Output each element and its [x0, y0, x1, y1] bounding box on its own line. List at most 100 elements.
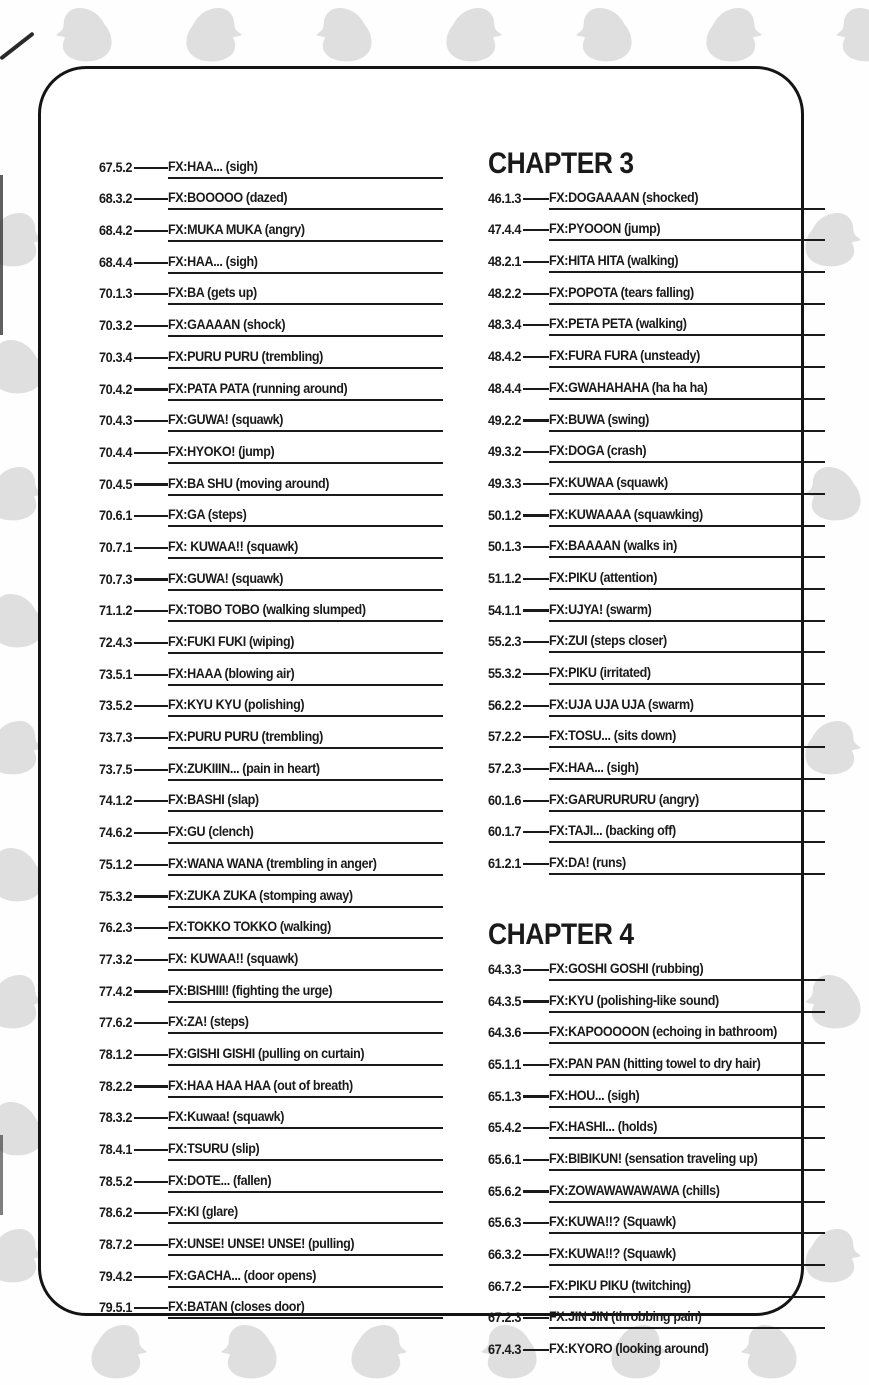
- leader-line: [134, 1053, 168, 1056]
- leader-line: [523, 1158, 549, 1161]
- panel-number: 50.1.2: [488, 507, 522, 523]
- panel-number: 67.4.3: [488, 1342, 522, 1358]
- fx-entry: 60.1.7 FX:TAJI... (backing off): [488, 812, 825, 844]
- fx-text-box: FX:WANA WANA (trembling in anger): [168, 857, 443, 876]
- fx-text: FX:BISHIII! (fighting the urge): [168, 982, 333, 998]
- panel-number-box: 70.6.1: [99, 509, 168, 527]
- panel-number: 65.6.1: [488, 1151, 522, 1167]
- fx-entry: 73.5.1 FX:HAAA (blowing air): [99, 654, 443, 686]
- fx-entry: 64.3.5 FX:KYU (polishing-like sound): [488, 981, 825, 1013]
- fx-text-box: FX:KYU KYU (polishing): [168, 698, 443, 718]
- fx-text-box: FX:KAPOOOOON (echoing in bathroom): [549, 1025, 825, 1045]
- fx-text-box: FX:PURU PURU (trembling): [168, 350, 443, 369]
- leader-line: [134, 578, 168, 581]
- fx-text-box: FX:HOU... (sigh): [549, 1088, 825, 1108]
- fx-text-box: FX:TOSU... (sits down): [549, 728, 825, 749]
- fx-text-box: FX:KI (glare): [168, 1204, 443, 1225]
- fx-text: FX:GUWA! (squawk): [168, 412, 284, 428]
- panel-number-box: 78.1.2: [99, 1048, 168, 1066]
- panel-number: 70.6.1: [99, 508, 133, 524]
- panel-number: 75.3.2: [99, 888, 133, 904]
- fx-text-box: FX: KUWAA!! (squawk): [168, 952, 443, 971]
- fx-text-box: FX:BAAAAN (walks in): [549, 539, 825, 559]
- fx-text: FX: KUWAA!! (squawk): [168, 538, 298, 554]
- fx-text: FX:HAA HAA HAA (out of breath): [168, 1077, 353, 1093]
- panel-number: 74.1.2: [99, 793, 133, 809]
- leader-line: [523, 641, 549, 644]
- leader-line: [134, 198, 168, 201]
- leader-line: [134, 1243, 168, 1247]
- panel-number-box: 70.4.2: [99, 381, 168, 401]
- leader-line: [523, 482, 549, 485]
- fx-text-box: FX:PURU PURU (trembling): [168, 730, 443, 750]
- panel-number: 70.3.4: [99, 349, 133, 365]
- fx-text: FX:FUKI FUKI (wiping): [168, 634, 295, 649]
- panel-number-box: 68.4.4: [99, 256, 168, 274]
- leader-line: [523, 767, 549, 771]
- fx-text: FX:TOSU... (sits down): [549, 728, 676, 744]
- panel-number: 48.2.2: [488, 285, 522, 301]
- panel-number-box: 76.2.3: [99, 921, 168, 939]
- panel-number: 75.1.2: [99, 856, 133, 872]
- fx-entry-list: 67.5.2 FX:HAA... (sigh) 68.3.2 FX:BOOOOO (d…: [99, 147, 443, 1320]
- panel-number: 60.1.6: [488, 792, 522, 808]
- fx-entry: 75.1.2 FX:WANA WANA (trembling in anger): [99, 844, 443, 876]
- fx-text-box: FX:GAAAAN (shock): [168, 318, 443, 338]
- fx-text: FX:GARURURURU (angry): [549, 791, 699, 807]
- fx-entry: 48.4.2 FX:FURA FURA (unsteady): [488, 336, 825, 369]
- fx-entry: 70.7.1 FX: KUWAA!! (squawk): [99, 527, 443, 559]
- panel-number-box: 48.2.2: [488, 287, 549, 305]
- fx-entry: 73.5.2 FX:KYU KYU (polishing): [99, 686, 443, 718]
- leader-line: [134, 990, 168, 993]
- fx-text-box: FX:FUKI FUKI (wiping): [168, 635, 443, 654]
- panel-number-box: 74.6.2: [99, 826, 168, 844]
- panel-number-box: 78.4.1: [99, 1143, 168, 1161]
- fx-text-box: FX:KUWAAAA (squawking): [549, 507, 825, 527]
- fx-text-box: FX:KYU (polishing-like sound): [549, 993, 825, 1013]
- panel-number-box: 78.3.2: [99, 1111, 168, 1129]
- fx-text-box: FX:PATA PATA (running around): [168, 381, 443, 401]
- leader-line: [523, 831, 549, 834]
- leader-line: [523, 451, 549, 454]
- panel-number-box: 67.4.3: [488, 1343, 549, 1361]
- panel-number: 70.4.2: [99, 381, 133, 397]
- fx-text-box: FX:UNSE! UNSE! UNSE! (pulling): [168, 1237, 443, 1257]
- panel-number-box: 78.2.2: [99, 1079, 168, 1098]
- panel-number: 73.7.3: [99, 730, 133, 746]
- panel-number: 64.3.5: [488, 993, 522, 1009]
- panel-number: 47.4.4: [488, 222, 522, 238]
- panel-number-box: 65.1.1: [488, 1058, 549, 1076]
- panel-number: 73.5.1: [99, 666, 133, 682]
- fx-text-box: FX:PIKU (attention): [549, 571, 825, 590]
- fx-entry: 65.6.3 FX:KUWA!!? (Squawk): [488, 1203, 825, 1235]
- fx-text: FX:BATAN (closes door): [168, 1299, 305, 1315]
- leader-line: [523, 260, 549, 264]
- panel-number: 78.7.2: [99, 1237, 133, 1253]
- panel-number-box: 48.4.4: [488, 382, 549, 400]
- panel-number: 65.4.2: [488, 1120, 522, 1136]
- leader-line: [523, 1095, 549, 1098]
- panel-number: 65.1.3: [488, 1088, 522, 1104]
- panel-number-box: 54.1.1: [488, 603, 549, 622]
- panel-number: 65.1.1: [488, 1056, 522, 1072]
- leader-line: [523, 1127, 549, 1130]
- fx-text: FX:KUWAA (squawk): [549, 474, 668, 490]
- fx-text-box: FX:BA (gets up): [168, 286, 443, 306]
- fx-entry: 65.6.1 FX:BIBIKUN! (sensation traveling u…: [488, 1139, 825, 1171]
- fx-entry: 55.3.2 FX:PIKU (irritated): [488, 653, 825, 685]
- penguin-silhouette: [313, 5, 375, 63]
- fx-entry: 49.3.2 FX:DOGA (crash): [488, 432, 825, 464]
- leader-line: [523, 704, 549, 707]
- panel-number-box: 70.3.4: [99, 351, 168, 369]
- fx-text-box: FX:KUWAA (squawk): [549, 476, 825, 495]
- panel-number-box: 77.4.2: [99, 984, 168, 1003]
- panel-number: 67.5.2: [99, 159, 133, 175]
- fx-text: FX:HAA... (sigh): [168, 253, 258, 269]
- leader-line: [134, 1275, 168, 1278]
- fx-entry: 47.4.4 FX:PYOOON (jump): [488, 210, 825, 242]
- fx-text: FX:KI (glare): [168, 1204, 238, 1220]
- fx-entry: 78.5.2 FX:DOTE... (fallen): [99, 1161, 443, 1193]
- panel-number-box: 65.4.2: [488, 1121, 549, 1139]
- leader-line: [523, 355, 549, 359]
- fx-text: FX:HAA... (sigh): [549, 760, 639, 776]
